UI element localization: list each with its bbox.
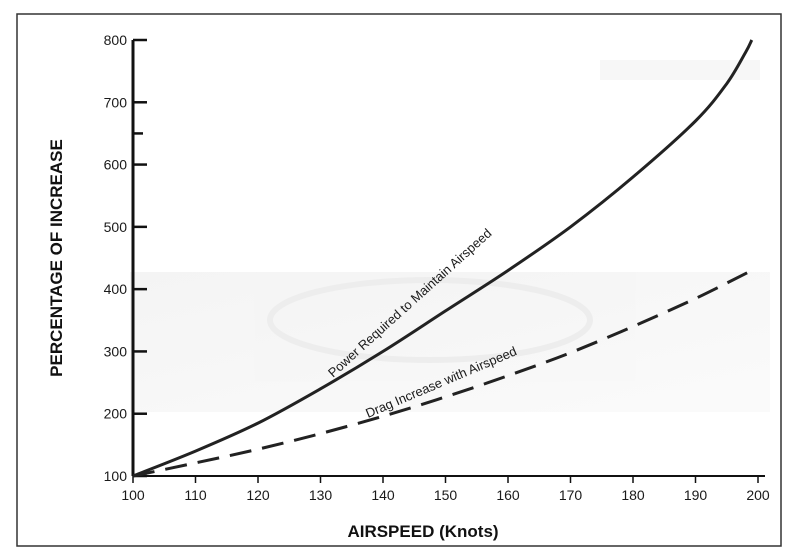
x-tick-label: 140 [371,487,395,503]
x-tick-label: 100 [121,487,145,503]
series-line-power-required [132,39,754,478]
x-tick-label: 110 [184,487,207,503]
y-axis-title: PERCENTAGE OF INCREASE [47,139,66,377]
x-tick-label: 130 [309,487,333,503]
x-tick-label: 200 [746,487,770,503]
background-bleed [130,60,770,412]
series-layer [132,39,754,478]
x-tick-label: 160 [496,487,520,503]
y-tick-label: 600 [104,157,128,173]
y-tick-label: 700 [104,94,128,110]
x-tick-label: 190 [684,487,708,503]
x-tick-label: 180 [621,487,645,503]
y-tick-label: 500 [104,219,128,235]
y-tick-label: 100 [104,468,128,484]
x-axis-title: AIRSPEED (Knots) [347,522,498,541]
y-tick-label: 200 [104,406,128,422]
series-line-drag-increase [132,269,753,478]
y-tick-label: 300 [104,343,128,359]
x-tick-label: 120 [246,487,270,503]
x-axis-ticks: 100 110 120 130 140 150 160 170 180 190 200 [121,476,770,503]
y-tick-label: 400 [104,281,128,297]
y-tick-label: 800 [104,32,128,48]
x-tick-label: 170 [559,487,583,503]
x-tick-label: 150 [434,487,458,503]
